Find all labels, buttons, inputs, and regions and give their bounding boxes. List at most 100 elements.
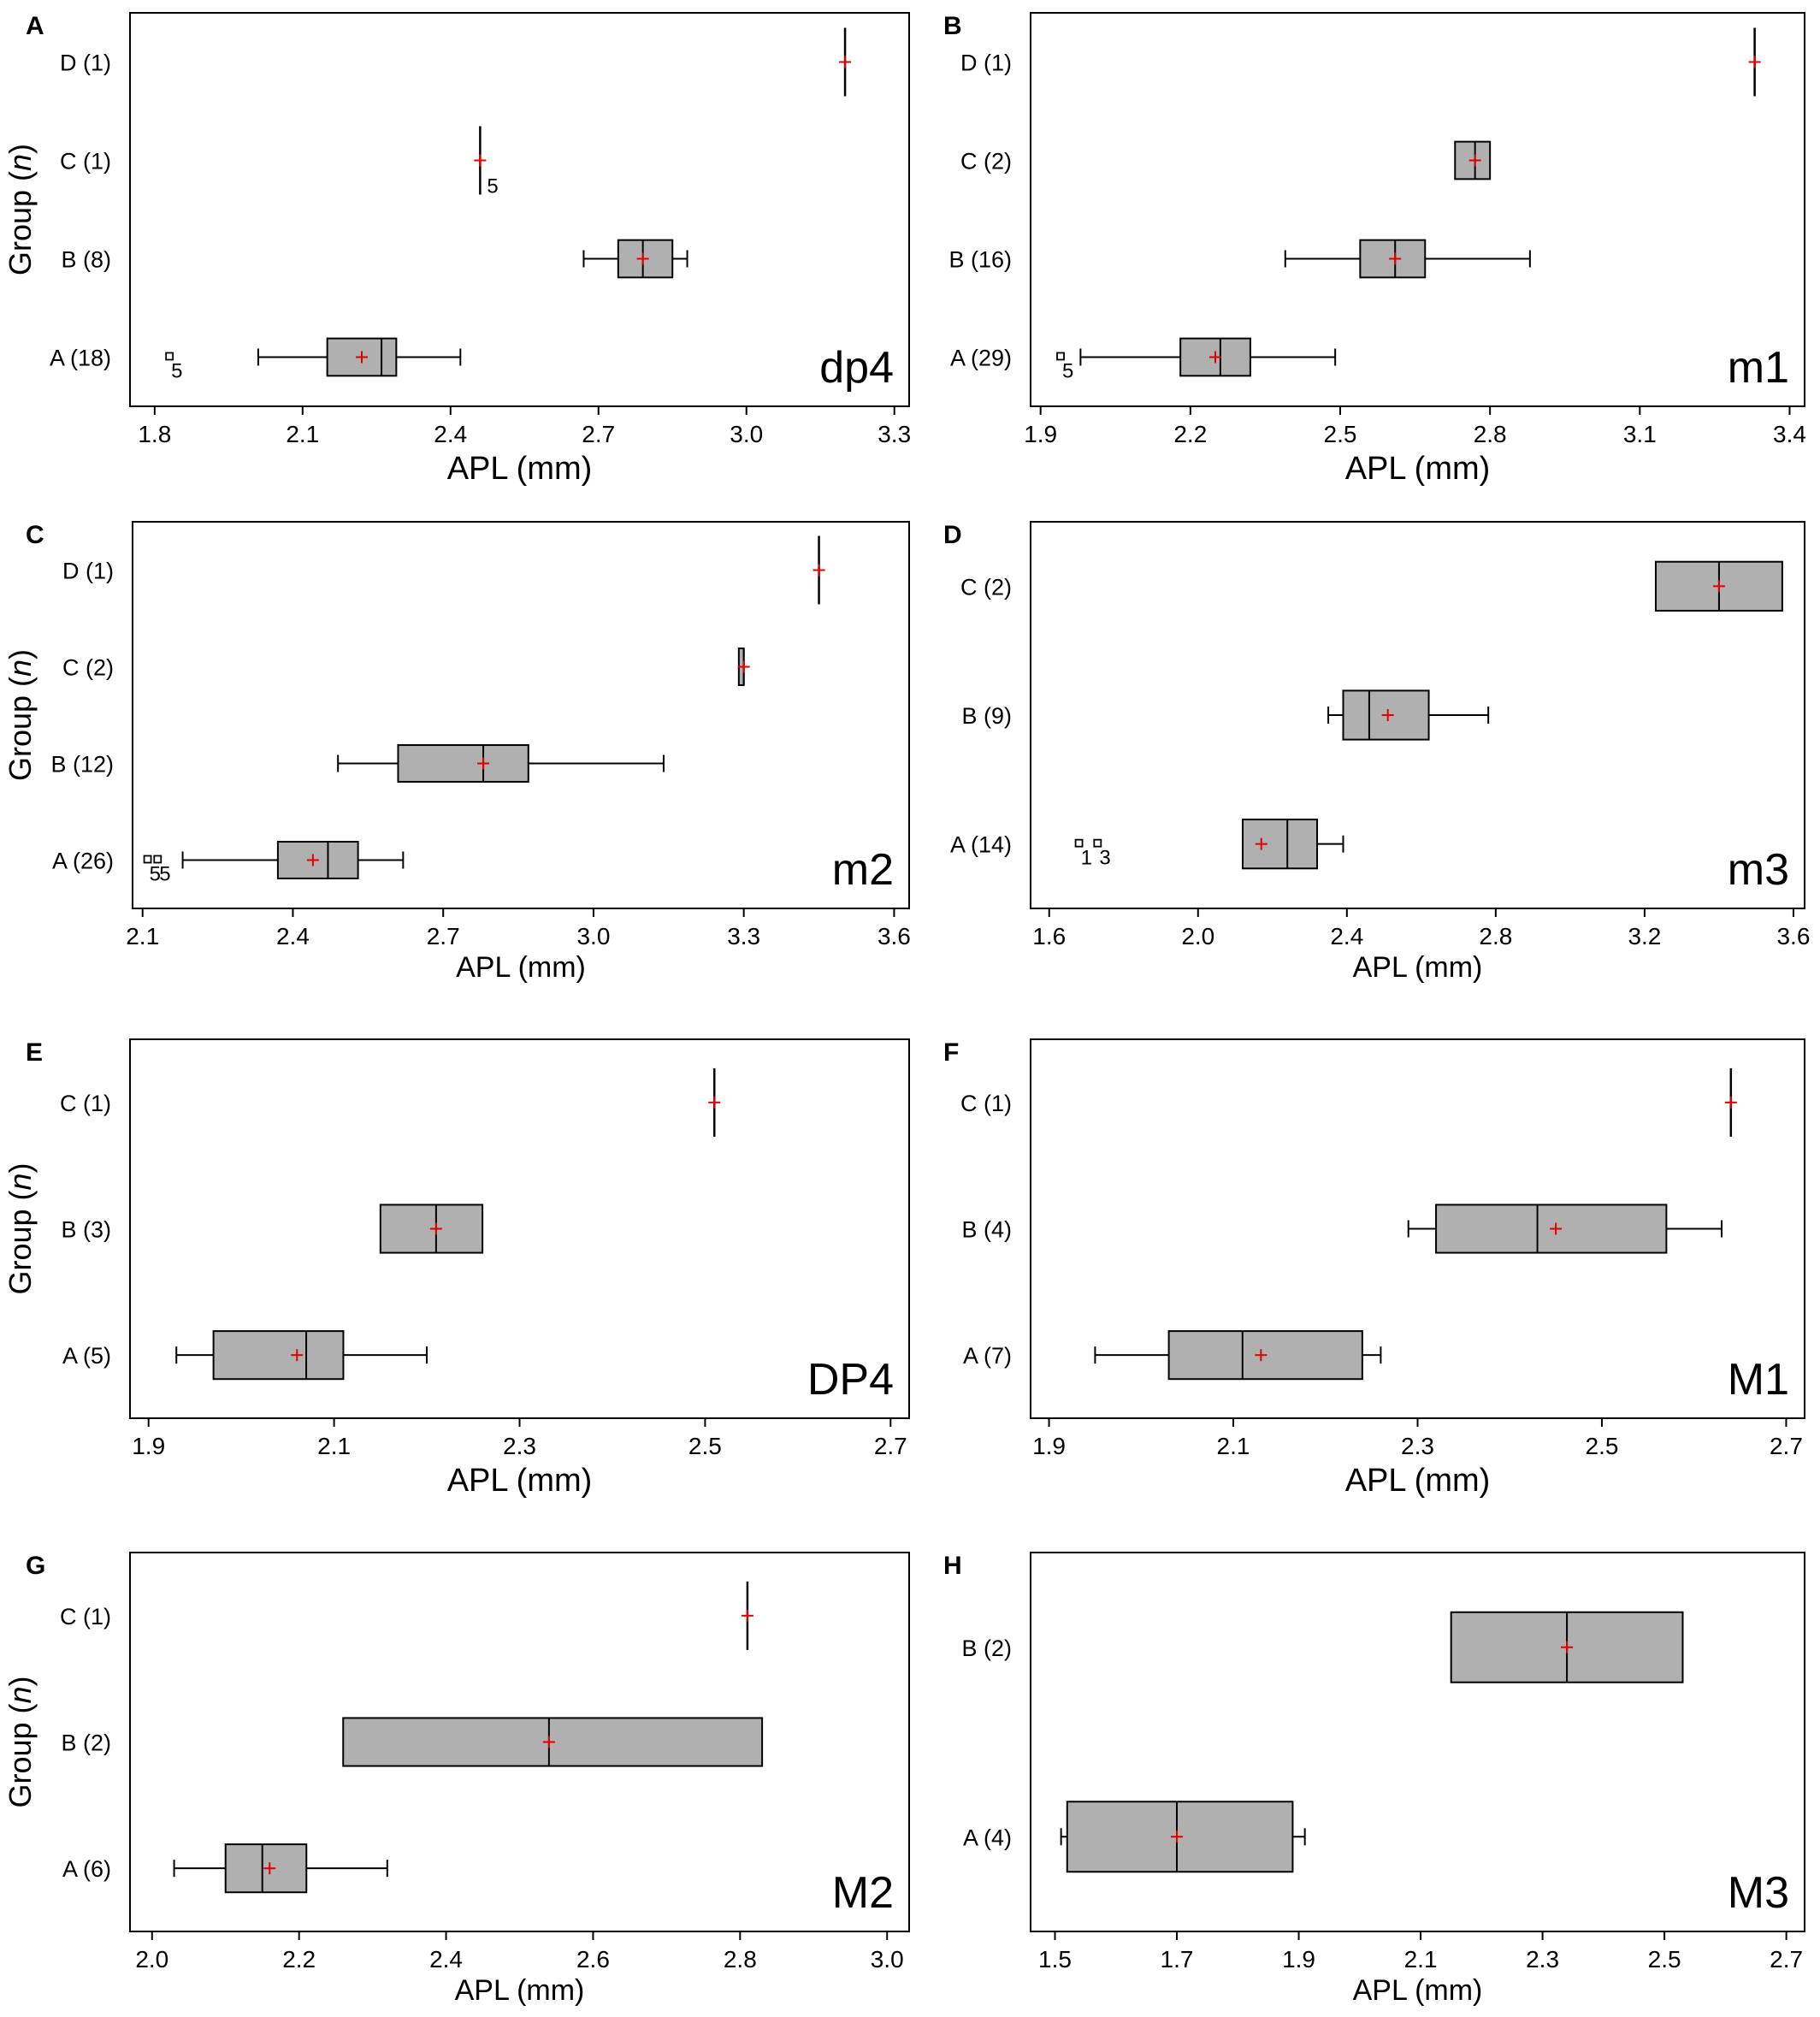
mean-marker — [306, 854, 319, 867]
mean-marker — [741, 1609, 753, 1622]
x-tick-label: 3.0 — [871, 1946, 904, 1973]
outlier-marker — [1056, 352, 1065, 361]
mean-marker — [636, 252, 649, 265]
x-tick-label: 2.6 — [576, 1946, 610, 1973]
mean-marker — [1724, 1096, 1737, 1109]
group-label: D (1) — [62, 559, 114, 584]
panel-letter: C — [26, 521, 44, 549]
point-annotation: 5 — [487, 175, 498, 198]
x-tick-label: 2.7 — [1770, 1433, 1803, 1459]
x-tick-label: 2.1 — [126, 923, 159, 949]
x-tick-label: 2.0 — [135, 1946, 168, 1973]
x-tick-label: 3.0 — [576, 923, 610, 949]
plot-frame — [1030, 521, 1805, 909]
x-tick-label: 2.1 — [317, 1433, 351, 1459]
x-tick-label: 2.5 — [1324, 421, 1357, 447]
outlier-marker — [1074, 838, 1084, 848]
panel-A: A 1.8 2.1 2.4 2.7 3.0 3.3 APL (mm) Group (n) dp4 D… — [3, 12, 911, 487]
group-3: A (29) 5 — [950, 337, 1337, 383]
plot-frame — [129, 1552, 910, 1932]
outlier-marker — [165, 352, 174, 361]
x-tick-label: 2.4 — [276, 923, 310, 949]
mean-marker — [1389, 252, 1402, 265]
group-label: A (14) — [950, 832, 1012, 858]
group-label: B (16) — [948, 247, 1012, 273]
x-tick-label: 3.0 — [730, 421, 763, 447]
panel-E: E 1.9 2.1 2.3 2.5 2.7 APL (mm) Group (n) DP4 C (1… — [3, 1038, 910, 1499]
x-axis-label: APL (mm) — [447, 1463, 593, 1499]
group-label: C (1) — [960, 1091, 1012, 1116]
panel-B: B 1.9 2.2 2.5 2.8 3.1 3.4 APL (mm) m1 D (1) C (2) B… — [943, 12, 1806, 487]
x-tick-label: 1.9 — [132, 1433, 165, 1459]
mean-marker — [263, 1862, 276, 1875]
mean-marker — [839, 56, 852, 68]
x-tick-label: 2.5 — [1648, 1946, 1681, 1973]
mean-marker — [1171, 1831, 1184, 1843]
group-0: C (1) — [960, 1068, 1737, 1137]
x-axis-label: APL (mm) — [456, 951, 586, 984]
mean-marker — [542, 1736, 555, 1748]
group-label: B (3) — [61, 1217, 111, 1243]
mean-marker — [1550, 1222, 1563, 1235]
x-tick-label: 2.4 — [1330, 923, 1363, 949]
x-axis-label: APL (mm) — [455, 1974, 585, 2007]
mean-marker — [1381, 709, 1394, 721]
group-1: B (9) — [961, 689, 1490, 741]
x-tick-label: 2.8 — [724, 1946, 757, 1973]
group-1: B (3) — [61, 1204, 484, 1254]
group-label: A (18) — [50, 346, 111, 371]
group-label: A (29) — [950, 346, 1012, 371]
plot-frame — [1030, 12, 1805, 407]
iqr-box — [276, 841, 359, 879]
group-label: B (8) — [61, 247, 111, 273]
mean-marker — [1712, 580, 1725, 593]
mean-marker — [474, 154, 487, 167]
outlier-label: 5 — [171, 360, 182, 383]
plot-frame — [132, 521, 910, 909]
x-tick-label: 2.8 — [1479, 923, 1512, 949]
x-tick-label: 2.5 — [1586, 1433, 1619, 1459]
group-label: D (1) — [60, 50, 111, 76]
panel-letter: H — [943, 1552, 962, 1580]
group-1: B (2) — [61, 1717, 764, 1767]
mean-marker — [1209, 351, 1222, 364]
panel-D: D 1.6 2.0 2.4 2.8 3.2 3.6 APL (mm) m3 C (2) B (9) A… — [943, 521, 1810, 984]
group-label: B (2) — [61, 1730, 111, 1756]
group-2: A (14) 1 3 — [950, 819, 1344, 870]
panel-letter: F — [943, 1038, 959, 1067]
tooth-label: m1 — [1728, 343, 1789, 393]
tooth-label: m3 — [1728, 845, 1789, 895]
group-label: C (2) — [960, 149, 1012, 174]
mean-marker — [1748, 56, 1761, 68]
tooth-label: DP4 — [807, 1355, 894, 1405]
x-tick-label: 1.9 — [1024, 421, 1057, 447]
group-1: A (4) — [963, 1801, 1306, 1873]
x-tick-label: 3.3 — [727, 923, 760, 949]
group-label: A (7) — [963, 1343, 1012, 1369]
mean-marker — [291, 1349, 304, 1362]
tooth-label: M3 — [1728, 1868, 1789, 1918]
x-tick-label: 2.8 — [1474, 421, 1507, 447]
group-2: A (6) — [62, 1843, 388, 1894]
mean-marker — [1561, 1641, 1574, 1653]
group-2: B (12) — [50, 744, 665, 783]
outlier-label: 5 — [1062, 360, 1073, 383]
x-tick-label: 1.6 — [1032, 923, 1066, 949]
y-axis-label: Group (n) — [3, 1676, 38, 1807]
group-label: B (2) — [961, 1635, 1012, 1661]
panel-F: F 1.9 2.1 2.3 2.5 2.7 APL (mm) M1 C (1) B (4) A (7… — [943, 1038, 1805, 1499]
x-axis-label: APL (mm) — [447, 451, 593, 487]
x-tick-label: 3.3 — [878, 421, 911, 447]
group-label: B (12) — [50, 752, 114, 778]
x-tick-label: 3.6 — [1776, 923, 1810, 949]
x-axis-label: APL (mm) — [1345, 1463, 1491, 1499]
group-1: C (2) — [960, 140, 1492, 180]
iqr-box — [1242, 819, 1319, 870]
group-1: C (2) — [62, 648, 750, 686]
x-axis-label: APL (mm) — [1345, 451, 1491, 487]
plot-frame — [129, 12, 910, 407]
group-0: D (1) — [960, 27, 1761, 97]
mean-marker — [477, 757, 490, 770]
panel-letter: A — [26, 12, 44, 40]
